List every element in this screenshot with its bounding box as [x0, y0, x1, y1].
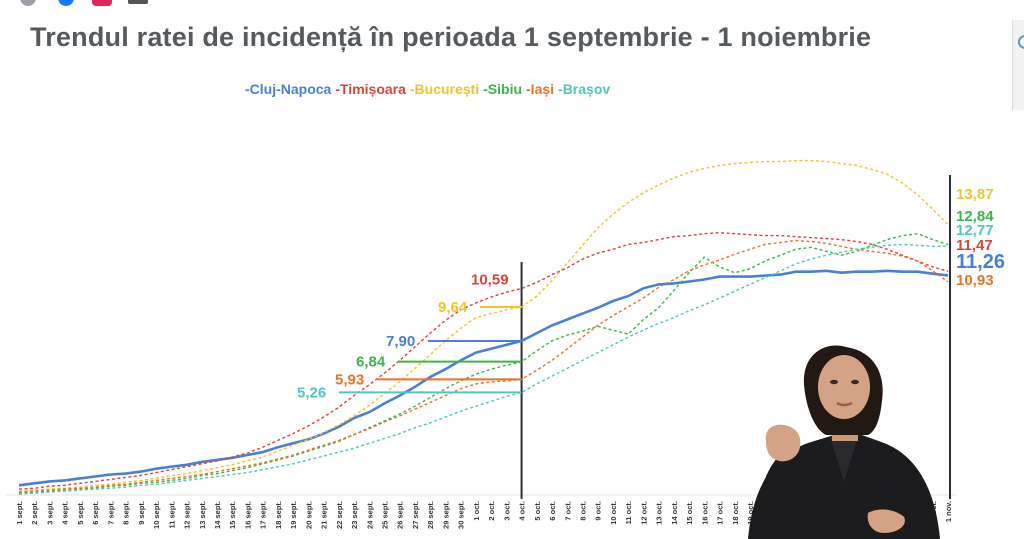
series-line — [18, 232, 949, 494]
x-tick-label: 11 oct. — [624, 501, 633, 524]
x-tick-label: 22 sept. — [335, 501, 344, 529]
x-tick-label: 1 sept. — [15, 501, 24, 525]
series-line — [18, 243, 949, 495]
x-tick-label: 13 oct. — [655, 501, 664, 525]
x-tick-label: 6 oct. — [548, 501, 557, 521]
x-tick-label: 26 sept. — [396, 501, 405, 529]
x-tick-label: 24 sept. — [365, 501, 374, 529]
x-tick-label: 30 sept. — [457, 501, 466, 529]
x-tick-label: 1 nov. — [944, 501, 953, 522]
x-tick-label: 5 sept. — [76, 501, 85, 525]
x-tick-label: 3 oct. — [502, 501, 511, 521]
legend-item: -Brașov — [558, 81, 611, 97]
x-tick-label: 16 oct. — [700, 501, 709, 525]
marker-value-label: 6,84 — [356, 354, 386, 371]
x-tick-label: 18 oct. — [731, 501, 740, 525]
x-tick-label: 15 sept. — [228, 501, 237, 529]
x-tick-label: 16 sept. — [243, 501, 252, 529]
x-tick-label: 14 oct. — [670, 501, 679, 525]
share-icon[interactable] — [20, 0, 36, 6]
series-line — [18, 159, 949, 492]
sign-language-interpreter — [748, 345, 940, 539]
x-tick-label: 9 sept. — [137, 501, 146, 525]
marker-value-label: 10,59 — [471, 271, 509, 288]
x-tick-label: 1 oct. — [472, 501, 481, 521]
legend-item: -Iași — [526, 81, 555, 97]
x-tick-label: 19 oct. — [746, 501, 755, 525]
email-icon[interactable] — [92, 0, 112, 6]
toggle-icon[interactable] — [1018, 35, 1024, 49]
x-tick-label: 18 sept. — [274, 501, 283, 529]
x-tick-label: 2 sept. — [30, 501, 39, 525]
marker-value-label: 7,90 — [386, 333, 415, 350]
chart-legend: -Cluj-Napoca -Timișoara -București -Sibiu -I… — [245, 81, 614, 97]
end-value-label: 11,47 — [956, 237, 993, 254]
x-tick-label: 5 oct. — [533, 501, 542, 521]
x-tick-label: 28 sept. — [426, 501, 435, 529]
x-tick-label: 7 oct. — [563, 501, 572, 521]
x-tick-label: 10 sept. — [152, 501, 161, 529]
copy-link-icon[interactable] — [128, 0, 148, 4]
legend-item: -Cluj-Napoca — [245, 81, 332, 97]
x-tick-label: 23 sept. — [350, 501, 359, 529]
top-bar — [0, 0, 1024, 8]
x-tick-label: 4 sept. — [61, 501, 70, 525]
x-tick-label: 6 sept. — [91, 501, 100, 525]
chart-title: Trendul ratei de incidență în perioada 1… — [30, 22, 872, 52]
marker-value-label: 5,26 — [297, 384, 326, 401]
x-tick-label: 9 oct. — [594, 501, 603, 521]
facebook-icon[interactable] — [58, 0, 74, 6]
x-tick-label: 12 oct. — [639, 501, 648, 525]
x-tick-label: 29 sept. — [441, 501, 450, 529]
series-line — [18, 269, 949, 487]
x-tick-label: 12 sept. — [183, 501, 192, 529]
marker-value-label: 9,64 — [438, 299, 468, 316]
x-tick-label: 14 sept. — [213, 501, 222, 529]
end-value-label: 10,93 — [956, 272, 994, 289]
x-tick-label: 8 sept. — [122, 501, 131, 525]
x-tick-label: 19 sept. — [289, 501, 298, 529]
x-tick-label: 11 sept. — [167, 501, 176, 529]
legend-item: -Timișoara — [335, 81, 406, 97]
side-panel — [1012, 20, 1024, 110]
series-line — [18, 231, 949, 490]
x-tick-label: 4 oct. — [518, 501, 527, 521]
x-tick-label: 10 oct. — [609, 501, 618, 525]
end-value-label: 12,77 — [956, 222, 994, 239]
x-tick-label: 21 sept. — [320, 501, 329, 529]
end-value-label: 12,84 — [956, 208, 994, 225]
x-tick-label: 2 oct. — [487, 501, 496, 521]
end-value-label: 11,26 — [956, 251, 1005, 273]
x-tick-label: 17 sept. — [259, 501, 268, 529]
x-tick-label: 20 sept. — [304, 501, 313, 529]
x-tick-label: 17 oct. — [716, 501, 725, 525]
x-tick-label: 13 sept. — [198, 501, 207, 529]
x-tick-label: 25 sept. — [381, 501, 390, 529]
x-tick-label: 8 oct. — [579, 501, 588, 521]
x-tick-label: 7 sept. — [106, 501, 115, 525]
x-tick-label: 3 sept. — [46, 501, 55, 525]
series-line — [18, 239, 949, 493]
marker-value-label: 5,93 — [335, 371, 364, 388]
legend-item: -București — [409, 81, 480, 97]
end-value-label: 13,87 — [956, 186, 994, 203]
legend-item: -Sibiu — [483, 81, 523, 97]
x-tick-label: 15 oct. — [685, 501, 694, 525]
x-tick-label: 27 sept. — [411, 501, 420, 529]
